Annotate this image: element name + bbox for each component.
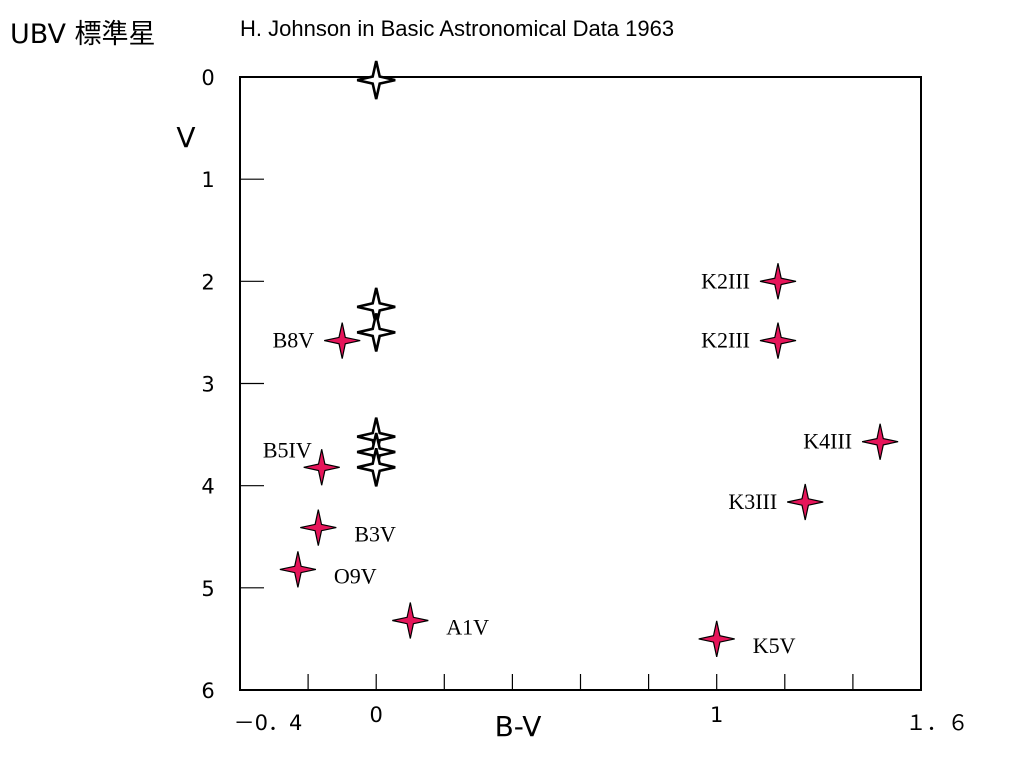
x-axis-tick-labels: －0．4 0 1 １．６ <box>234 703 969 735</box>
x-tick-label: －0．4 <box>234 711 303 735</box>
point-label: B8V <box>273 328 315 353</box>
chart-subtitle: H. Johnson in Basic Astronomical Data 19… <box>240 16 675 41</box>
y-tick-label: 5 <box>201 577 214 601</box>
point-label: K5V <box>753 633 796 658</box>
star-marker-B8V <box>324 322 361 359</box>
point-label: B3V <box>354 522 396 547</box>
star-marker-K2III <box>759 263 797 300</box>
star-marker-A1V <box>392 602 429 639</box>
star-marker-K5V <box>698 620 735 658</box>
y-axis-title: V <box>176 121 195 154</box>
y-axis-ticks <box>240 178 264 589</box>
x-tick-label: 1 <box>710 703 723 727</box>
star-marker-B3V <box>300 509 337 546</box>
point-label: K2III <box>701 328 750 353</box>
star-marker-O9V <box>279 551 317 588</box>
y-tick-label: 2 <box>201 270 214 294</box>
open-star-marker <box>356 60 396 100</box>
point-label: K2III <box>701 268 750 293</box>
point-label: B5IV <box>263 437 312 462</box>
y-tick-label: 6 <box>201 679 214 703</box>
point-label: K4III <box>803 429 852 454</box>
data-point-labels: K2III K2III B8V K4III B5IV K3III B3V O9V A1V K5V <box>263 268 852 658</box>
chart-title: UBV 標準星 <box>10 19 156 50</box>
star-marker-K4III <box>861 423 899 460</box>
open-star-marker <box>356 448 396 487</box>
y-tick-label: 1 <box>201 168 214 192</box>
data-points <box>279 60 899 658</box>
plot-frame <box>239 76 922 691</box>
y-tick-label: 0 <box>201 66 214 90</box>
point-label: O9V <box>334 563 377 588</box>
y-tick-label: 3 <box>201 373 214 397</box>
star-marker-K3III <box>787 483 824 521</box>
y-tick-label: 4 <box>201 475 214 499</box>
x-axis-title: B-V <box>495 710 542 743</box>
open-star-marker <box>356 313 396 352</box>
x-tick-label: 0 <box>370 703 383 727</box>
point-label: A1V <box>446 615 489 640</box>
star-marker-B5IV <box>303 449 340 486</box>
y-axis-tick-labels: 0 1 2 3 4 5 6 <box>201 66 214 703</box>
point-label: K3III <box>728 489 777 514</box>
x-tick-label: １．６ <box>906 711 969 735</box>
star-marker-K2III <box>759 322 797 359</box>
x-axis-ticks <box>307 674 854 690</box>
